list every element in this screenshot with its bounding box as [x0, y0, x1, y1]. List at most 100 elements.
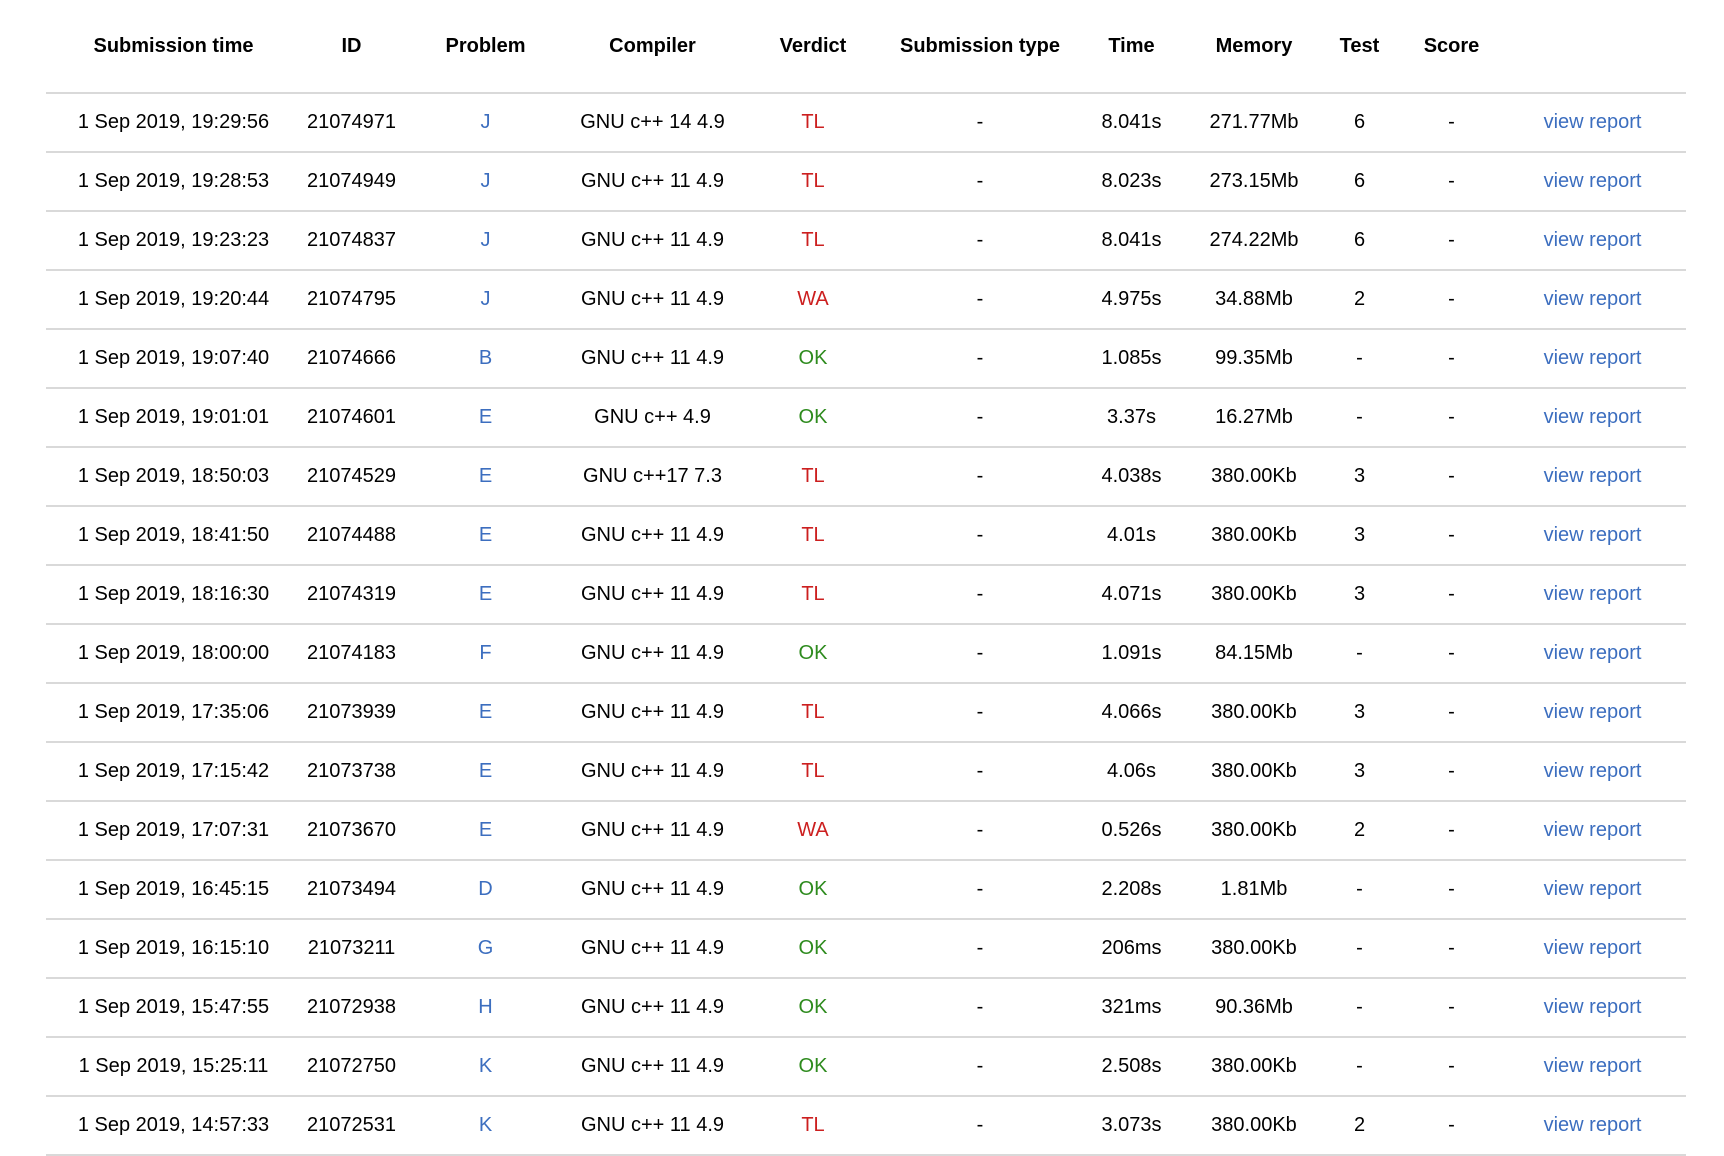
view-report-link[interactable]: view report — [1543, 524, 1642, 546]
report-cell: view report — [1499, 211, 1686, 271]
memory-cell: 380.00Kb — [1193, 919, 1315, 979]
submission-type-cell: - — [890, 506, 1070, 566]
submission-type-cell: - — [890, 447, 1070, 507]
problem-link[interactable]: E — [478, 819, 493, 841]
view-report-link[interactable]: view report — [1543, 701, 1642, 723]
problem-link[interactable]: J — [480, 288, 491, 310]
problem-cell: J — [402, 270, 569, 330]
submission-type-cell: - — [890, 624, 1070, 684]
verdict-cell: TL — [736, 565, 890, 625]
submission-time-cell: 1 Sep 2019, 16:15:10 — [46, 919, 301, 979]
table-row: 1 Sep 2019, 15:25:11 21072750 K GNU c++ … — [46, 1037, 1686, 1097]
memory-cell: 99.35Mb — [1193, 329, 1315, 389]
score-cell: - — [1404, 270, 1499, 330]
report-cell: view report — [1499, 329, 1686, 389]
submission-time-cell: 1 Sep 2019, 19:01:01 — [46, 388, 301, 448]
problem-link[interactable]: B — [478, 347, 493, 369]
view-report-link[interactable]: view report — [1543, 1055, 1642, 1077]
verdict-cell: OK — [736, 388, 890, 448]
view-report-link[interactable]: view report — [1543, 406, 1642, 428]
report-cell: view report — [1499, 860, 1686, 920]
memory-cell: 90.36Mb — [1193, 978, 1315, 1038]
submission-type-cell: - — [890, 152, 1070, 212]
view-report-link[interactable]: view report — [1543, 878, 1642, 900]
table-row: 1 Sep 2019, 19:28:53 21074949 J GNU c++ … — [46, 152, 1686, 212]
problem-link[interactable]: J — [480, 111, 491, 133]
compiler-cell: GNU c++ 11 4.9 — [569, 1037, 736, 1097]
compiler-cell: GNU c++ 4.9 — [569, 388, 736, 448]
view-report-link[interactable]: view report — [1543, 170, 1642, 192]
report-cell: view report — [1499, 447, 1686, 507]
submission-type-cell: - — [890, 1037, 1070, 1097]
problem-link[interactable]: H — [478, 996, 493, 1018]
problem-cell: D — [402, 860, 569, 920]
submission-time-cell: 1 Sep 2019, 16:45:15 — [46, 860, 301, 920]
view-report-link[interactable]: view report — [1543, 288, 1642, 310]
col-header-memory: Memory — [1193, 0, 1315, 94]
submission-id-cell: 21073939 — [301, 683, 402, 743]
test-cell: 3 — [1315, 683, 1404, 743]
verdict-cell: TL — [736, 93, 890, 153]
view-report-link[interactable]: view report — [1543, 1114, 1642, 1136]
verdict-cell: TL — [736, 211, 890, 271]
memory-cell: 271.77Mb — [1193, 93, 1315, 153]
problem-link[interactable]: E — [478, 406, 493, 428]
submissions-table: Submission time ID Problem Compiler Verd… — [46, 0, 1686, 1156]
report-cell: view report — [1499, 388, 1686, 448]
view-report-link[interactable]: view report — [1543, 937, 1642, 959]
compiler-cell: GNU c++ 11 4.9 — [569, 683, 736, 743]
compiler-cell: GNU c++ 11 4.9 — [569, 742, 736, 802]
submission-type-cell: - — [890, 683, 1070, 743]
report-cell: view report — [1499, 506, 1686, 566]
compiler-cell: GNU c++ 11 4.9 — [569, 152, 736, 212]
col-header-test: Test — [1315, 0, 1404, 94]
view-report-link[interactable]: view report — [1543, 229, 1642, 251]
problem-cell: J — [402, 93, 569, 153]
problem-link[interactable]: E — [478, 583, 493, 605]
table-row: 1 Sep 2019, 19:23:23 21074837 J GNU c++ … — [46, 211, 1686, 271]
submission-time-cell: 1 Sep 2019, 19:28:53 — [46, 152, 301, 212]
report-cell: view report — [1499, 152, 1686, 212]
view-report-link[interactable]: view report — [1543, 111, 1642, 133]
problem-link[interactable]: E — [478, 701, 493, 723]
col-header-problem: Problem — [402, 0, 569, 94]
compiler-cell: GNU c++ 11 4.9 — [569, 801, 736, 861]
problem-link[interactable]: J — [480, 170, 491, 192]
problem-link[interactable]: K — [478, 1114, 493, 1136]
view-report-link[interactable]: view report — [1543, 642, 1642, 664]
view-report-link[interactable]: view report — [1543, 347, 1642, 369]
problem-link[interactable]: J — [480, 229, 491, 251]
col-header-verdict: Verdict — [736, 0, 890, 94]
problem-link[interactable]: E — [478, 465, 493, 487]
table-row: 1 Sep 2019, 16:15:10 21073211 G GNU c++ … — [46, 919, 1686, 979]
submissions-container: Submission time ID Problem Compiler Verd… — [46, 0, 1686, 1156]
score-cell: - — [1404, 624, 1499, 684]
problem-link[interactable]: D — [478, 878, 493, 900]
memory-cell: 380.00Kb — [1193, 801, 1315, 861]
problem-link[interactable]: F — [479, 642, 492, 664]
col-header-time: Time — [1070, 0, 1193, 94]
view-report-link[interactable]: view report — [1543, 465, 1642, 487]
verdict-cell: TL — [736, 447, 890, 507]
test-cell: 2 — [1315, 1096, 1404, 1156]
col-header-id: ID — [301, 0, 402, 94]
runtime-cell: 2.508s — [1070, 1037, 1193, 1097]
problem-link[interactable]: E — [478, 760, 493, 782]
problem-link[interactable]: K — [478, 1055, 493, 1077]
runtime-cell: 1.091s — [1070, 624, 1193, 684]
view-report-link[interactable]: view report — [1543, 583, 1642, 605]
problem-link[interactable]: G — [477, 937, 494, 959]
problem-cell: J — [402, 152, 569, 212]
score-cell: - — [1404, 388, 1499, 448]
view-report-link[interactable]: view report — [1543, 819, 1642, 841]
submission-type-cell: - — [890, 565, 1070, 625]
submission-type-cell: - — [890, 801, 1070, 861]
view-report-link[interactable]: view report — [1543, 760, 1642, 782]
submission-type-cell: - — [890, 978, 1070, 1038]
view-report-link[interactable]: view report — [1543, 996, 1642, 1018]
problem-link[interactable]: E — [478, 524, 493, 546]
runtime-cell: 4.066s — [1070, 683, 1193, 743]
submission-time-cell: 1 Sep 2019, 18:50:03 — [46, 447, 301, 507]
table-row: 1 Sep 2019, 14:57:33 21072531 K GNU c++ … — [46, 1096, 1686, 1156]
verdict-cell: TL — [736, 742, 890, 802]
